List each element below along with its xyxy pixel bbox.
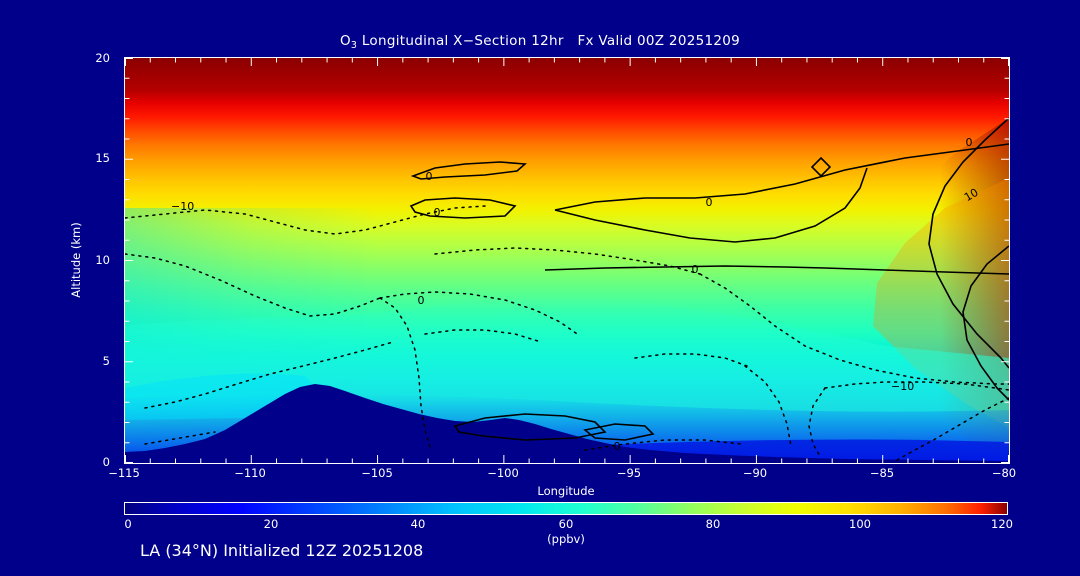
title-subscript: 3 bbox=[350, 39, 358, 51]
cross-section-field: −10 −10 0 0 0 0 0 0 0 10 bbox=[125, 58, 1009, 463]
colorbar bbox=[124, 502, 1008, 515]
diamond-marker bbox=[810, 156, 832, 178]
y-tick-label: 20 bbox=[95, 51, 110, 65]
contour-label-neg10-left: −10 bbox=[171, 200, 194, 213]
x-tick-label: −90 bbox=[742, 466, 768, 480]
colorbar-tick-label: 80 bbox=[705, 517, 721, 531]
y-tick-label: 0 bbox=[102, 455, 110, 469]
y-axis-title: Altitude (km) bbox=[69, 222, 83, 298]
footer-caption: LA (34°N) Initialized 12Z 20251208 bbox=[140, 541, 424, 560]
x-tick-label: −95 bbox=[616, 466, 642, 480]
contour-label-0-upper-a: 0 bbox=[426, 170, 433, 183]
terrain-mask bbox=[125, 384, 1009, 463]
colorbar-tick-label: 60 bbox=[558, 517, 574, 531]
x-tick-label: −80 bbox=[991, 466, 1017, 480]
colorbar-units-label: (ppbv) bbox=[547, 532, 585, 546]
contour-label-0-mid: 0 bbox=[692, 263, 699, 276]
title-rest: Longitudinal X−Section 12hr Fx Valid 00Z… bbox=[357, 33, 741, 49]
x-tick-label: −115 bbox=[108, 466, 140, 480]
x-tick-label: −105 bbox=[361, 466, 393, 480]
x-tick-label: −100 bbox=[487, 466, 519, 480]
colorbar-tick-label: 120 bbox=[991, 517, 1013, 531]
contour-label-0-upper-c: 0 bbox=[706, 196, 713, 209]
colorbar-tick-label: 40 bbox=[410, 517, 426, 531]
x-axis-title: Longitude bbox=[537, 484, 595, 498]
colorbar-gradient bbox=[124, 502, 1008, 515]
x-tick-label: −110 bbox=[234, 466, 266, 480]
contour-label-neg10-right: −10 bbox=[891, 380, 914, 393]
colorbar-tick-label: 0 bbox=[124, 517, 132, 531]
contour-label-0-dotted-bottom: 0 bbox=[614, 440, 621, 453]
x-tick-label: −85 bbox=[869, 466, 895, 480]
y-tick-label: 15 bbox=[95, 151, 110, 165]
contour-label-10-right: 10 bbox=[962, 186, 981, 204]
page-title: O3 Longitudinal X−Section 12hr Fx Valid … bbox=[339, 33, 741, 51]
contour-labels: −10 −10 0 0 0 0 0 0 0 10 bbox=[171, 136, 981, 453]
contour-label-0-upper-b: 0 bbox=[434, 206, 441, 219]
colorbar-tick-label: 100 bbox=[849, 517, 871, 531]
dotted-contours bbox=[125, 205, 1009, 461]
contour-label-0-dotted-left: 0 bbox=[418, 294, 425, 307]
colorbar-tick-label: 20 bbox=[263, 517, 279, 531]
y-tick-label: 10 bbox=[95, 253, 110, 267]
plot-area: −10 −10 0 0 0 0 0 0 0 10 bbox=[124, 57, 1010, 464]
axis-ticks bbox=[125, 58, 1009, 463]
y-tick-label: 5 bbox=[102, 354, 110, 368]
contour-label-0-right: 0 bbox=[966, 136, 973, 149]
